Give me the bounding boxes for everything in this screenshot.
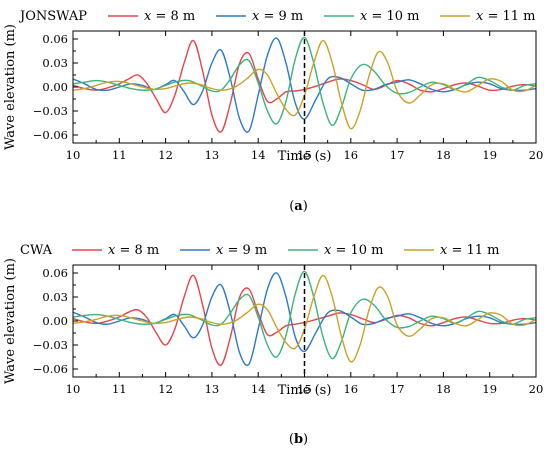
legend-entry-3: x = 10 m	[360, 9, 420, 24]
x-tick-label: 20	[529, 148, 544, 162]
legend-entry-1: x = 8 m	[144, 9, 195, 24]
x-tick-label: 19	[482, 148, 497, 162]
y-tick-label: 0.06	[42, 266, 68, 280]
y-tick-label: 0.03	[42, 290, 68, 304]
x-tick-label: 17	[390, 148, 405, 162]
panel-caption: (b)	[289, 432, 308, 447]
y-axis-label: Wave elevation (m)	[3, 258, 18, 384]
y-tick-label: 0.00	[42, 80, 68, 94]
legend-entry-1: x = 8 m	[108, 243, 159, 258]
series-group	[73, 270, 536, 367]
x-tick-label: 18	[436, 148, 451, 162]
x-tick-label: 12	[158, 382, 173, 396]
x-tick-label: 11	[112, 382, 127, 396]
y-tick-label: 0.03	[42, 56, 68, 70]
legend-entry-4: x = 11 m	[476, 9, 536, 24]
x-tick-label: 11	[112, 148, 127, 162]
panel-label: JONSWAP	[18, 9, 87, 24]
y-tick-label: 0.00	[42, 314, 68, 328]
y-tick-label: 0.06	[42, 32, 68, 46]
x-tick-label: 15	[297, 148, 312, 162]
x-axis-label: Time (s)	[278, 149, 332, 164]
x-tick-label: 14	[251, 382, 266, 396]
y-axis-label: Wave elevation (m)	[3, 24, 18, 150]
x-tick-label: 17	[390, 382, 405, 396]
legend-entry-2: x = 9 m	[216, 243, 267, 258]
x-tick-label: 20	[529, 382, 544, 396]
x-tick-label: 14	[251, 148, 266, 162]
series-line-4	[73, 39, 536, 130]
x-tick-label: 15	[297, 382, 312, 396]
y-tick-label: −0.03	[33, 104, 68, 118]
x-tick-label: 10	[66, 382, 81, 396]
y-tick-label: −0.03	[33, 338, 68, 352]
x-tick-label: 16	[343, 148, 358, 162]
x-tick-label: 16	[343, 382, 358, 396]
x-tick-label: 13	[205, 382, 220, 396]
x-tick-label: 18	[436, 382, 451, 396]
x-tick-label: 12	[158, 148, 173, 162]
x-tick-label: 10	[66, 148, 81, 162]
series-line-4	[73, 274, 536, 363]
x-tick-label: 19	[482, 382, 497, 396]
x-axis-label: Time (s)	[278, 383, 332, 398]
y-tick-label: −0.06	[33, 128, 68, 142]
chart-panel-1: 10 11 12 13 14 15 16 17 18 19 20 −0.06 −0.03 0.00 0.03…	[3, 9, 543, 214]
chart-panel-2: 10 11 12 13 14 15 16 17 18 19 20 −0.06 −0.03 0.00 0.03…	[3, 243, 543, 447]
x-tick-label: 13	[205, 148, 220, 162]
panel-label: CWA	[20, 243, 53, 258]
series-line-2	[73, 272, 536, 367]
panel-caption: (a)	[289, 199, 308, 214]
legend-entry-2: x = 9 m	[252, 9, 303, 24]
legend-entry-4: x = 11 m	[440, 243, 500, 258]
series-group	[73, 36, 536, 133]
series-line-2	[73, 37, 536, 133]
legend-entry-3: x = 10 m	[324, 243, 384, 258]
y-tick-label: −0.06	[33, 362, 68, 376]
